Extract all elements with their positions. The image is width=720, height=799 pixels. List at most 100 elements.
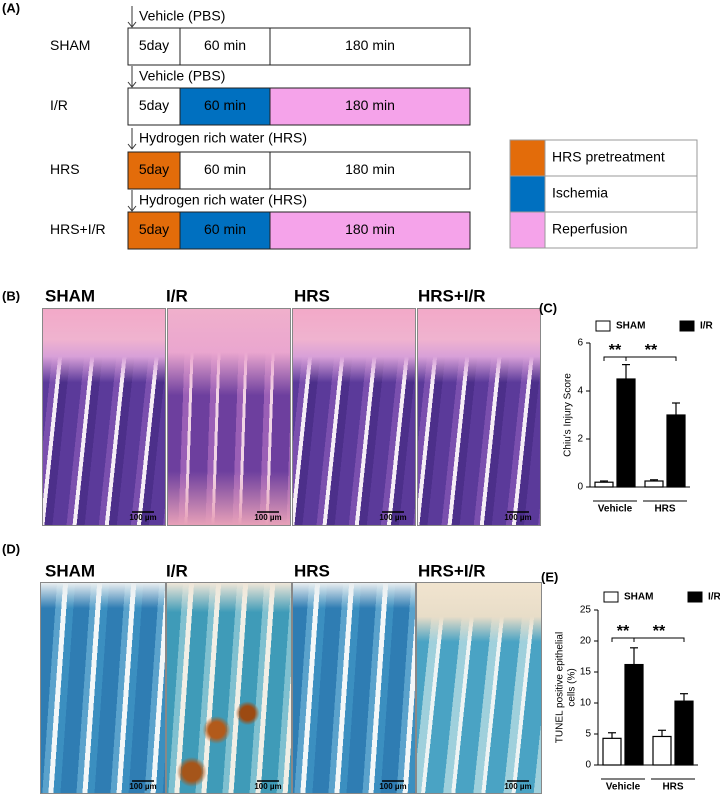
group-label: I/R [50,97,68,113]
he-image [417,308,541,526]
segment-label: 5day [139,221,169,237]
scale-bar-label: 100 µm [379,513,406,522]
arrow-head [127,21,137,28]
group-label: HRS [50,161,80,177]
y-axis-label: TUNEL positive epithelial [555,632,566,743]
legend-swatch [687,591,703,603]
segment-label: 60 min [204,37,246,53]
panel-label: (B) [2,288,20,303]
segment-label: 5day [139,97,169,113]
group-label: HRS+I/R [50,221,106,237]
y-tick-label: 0 [577,482,583,493]
image-title: I/R [166,286,188,305]
he-image [42,308,166,526]
he-image [167,308,291,526]
legend-label: I/R [700,321,714,332]
segment-label: 60 min [204,221,246,237]
timeline-segment [127,211,181,250]
x-tick-label: Vehicle [598,504,633,515]
segment-label: 5day [139,161,169,177]
scale-bar-label: 100 µm [379,782,406,791]
treatment-label: Vehicle (PBS) [139,8,225,24]
arrow-head [127,81,137,88]
he-image [292,308,416,526]
image-title: I/R [166,561,188,580]
bar [616,378,636,488]
panel-label: (E) [541,569,558,584]
legend-swatch [509,211,546,249]
scale-bar-label: 100 µm [504,782,531,791]
bar [674,700,694,766]
tunel-image [416,582,542,794]
x-tick-label: HRS [662,782,683,793]
timeline-segment [127,151,181,190]
treatment-label: Hydrogen rich water (HRS) [139,130,307,146]
bar [594,481,614,488]
legend-label: SHAM [616,321,645,332]
image-title: HRS [294,561,330,580]
image-title: HRS+I/R [418,561,486,580]
scale-bar-label: 100 µm [129,513,156,522]
bar [624,663,644,766]
tunel-image [166,582,292,794]
scale-bar-label: 100 µm [129,782,156,791]
scale-bar-label: 100 µm [254,513,281,522]
segment-label: 5day [139,37,169,53]
timeline-segment [269,87,471,126]
timeline-segment [269,151,471,190]
y-tick-label: 0 [585,760,591,771]
legend-swatch [679,320,695,332]
significance-bracket [633,637,685,642]
image-title: SHAM [45,561,95,580]
significance-bracket [625,356,677,361]
y-tick-label: 25 [580,605,592,616]
significance-label: ** [645,342,658,359]
arrow-head [127,143,137,150]
panel-label: (C) [539,300,557,315]
panel-label: (D) [2,541,20,556]
timeline-segment [269,27,471,66]
bar [644,480,664,488]
y-axis-label: Chiu's Injury Score [563,373,574,457]
significance-label: ** [609,342,622,359]
x-tick-label: HRS [654,504,675,515]
y-axis-label: cells (%) [567,668,578,706]
segment-label: 180 min [345,37,395,53]
segment-label: 180 min [345,221,395,237]
timeline-segment [179,27,271,66]
legend-swatch [603,591,619,603]
bar [602,737,622,766]
image-title: HRS+I/R [418,286,486,305]
y-tick-label: 4 [577,386,583,397]
tunel-image [292,582,416,794]
treatment-label: Vehicle (PBS) [139,68,225,84]
legend-label: Reperfusion [552,221,628,237]
y-tick-label: 20 [580,636,592,647]
legend-swatch [595,320,611,332]
arrow-head [127,205,137,212]
significance-label: ** [617,623,630,640]
timeline-segment [269,211,471,250]
segment-label: 60 min [204,161,246,177]
scale-bar-label: 100 µm [254,782,281,791]
legend-label: HRS pretreatment [552,149,665,165]
legend-swatch [509,175,546,213]
segment-label: 180 min [345,161,395,177]
significance-label: ** [653,623,666,640]
image-title: HRS [294,286,330,305]
legend-swatch [509,139,546,177]
legend-label: I/R [708,592,720,603]
tunel-image [40,582,166,794]
scale-bar-label: 100 µm [504,513,531,522]
y-tick-label: 2 [577,434,583,445]
segment-label: 180 min [345,97,395,113]
segment-label: 60 min [204,97,246,113]
panel-label: (A) [2,0,20,15]
legend-label: Ischemia [552,185,608,201]
image-title: SHAM [45,286,95,305]
y-tick-label: 6 [577,338,583,349]
group-label: SHAM [50,37,90,53]
